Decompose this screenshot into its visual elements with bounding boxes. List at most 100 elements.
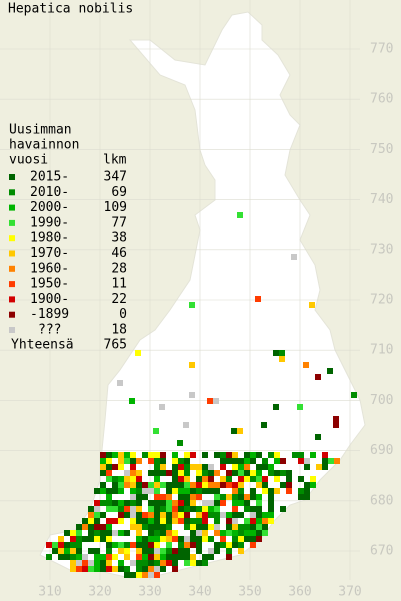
- observation: [154, 488, 160, 494]
- grid-label: 680: [370, 493, 393, 508]
- observation: [76, 554, 82, 560]
- observation: [238, 458, 244, 464]
- legend-swatch: [9, 250, 15, 257]
- observation: [196, 470, 202, 476]
- observation: [124, 470, 130, 476]
- observation: [100, 458, 106, 464]
- legend-label: -1899: [30, 307, 69, 322]
- observation: [280, 482, 286, 488]
- observation: [304, 458, 310, 464]
- observation: [184, 536, 190, 542]
- observation: [106, 458, 112, 464]
- observation: [304, 482, 310, 488]
- observation: [106, 470, 112, 476]
- observation: [106, 464, 112, 470]
- observation: [250, 512, 256, 518]
- observation: [178, 500, 184, 506]
- observation: [214, 548, 220, 554]
- observation: [268, 494, 274, 500]
- observation: [208, 524, 214, 530]
- observation: [172, 566, 178, 572]
- observation: [178, 458, 184, 464]
- observation: [226, 482, 232, 488]
- observation: [118, 500, 124, 506]
- observation: [172, 554, 178, 560]
- observation: [124, 542, 130, 548]
- observation: [118, 488, 124, 494]
- grid-label: 360: [288, 585, 311, 600]
- observation: [136, 470, 142, 476]
- legend-count: 46: [111, 246, 127, 261]
- observation: [148, 506, 154, 512]
- observation: [154, 542, 160, 548]
- observation: [106, 476, 112, 482]
- observation: [100, 452, 106, 458]
- observation: [250, 476, 256, 482]
- grid-label: 720: [370, 293, 393, 308]
- observation: [207, 398, 213, 404]
- observation: [166, 548, 172, 554]
- observation: [208, 548, 214, 554]
- observation: [82, 518, 88, 524]
- observation: [148, 542, 154, 548]
- observation: [118, 548, 124, 554]
- observation: [159, 404, 165, 410]
- observation: [142, 542, 148, 548]
- observation: [106, 506, 112, 512]
- legend-heading: Uusimman: [9, 123, 72, 138]
- observation: [214, 488, 220, 494]
- observation: [106, 452, 112, 458]
- observation: [273, 350, 279, 356]
- observation: [88, 560, 94, 566]
- observation: [189, 302, 195, 308]
- grid-label: 330: [138, 585, 161, 600]
- observation: [112, 476, 118, 482]
- observation: [250, 488, 256, 494]
- observation: [190, 494, 196, 500]
- observation: [142, 572, 148, 578]
- observation: [226, 452, 232, 458]
- observation: [196, 482, 202, 488]
- observations: [46, 212, 357, 578]
- observation: [189, 392, 195, 398]
- observation: [244, 464, 250, 470]
- observation: [142, 488, 148, 494]
- observation: [202, 518, 208, 524]
- observation: [322, 464, 328, 470]
- observation: [232, 494, 238, 500]
- observation: [208, 482, 214, 488]
- observation: [100, 464, 106, 470]
- observation: [160, 518, 166, 524]
- observation: [268, 488, 274, 494]
- observation: [124, 572, 130, 578]
- observation: [112, 518, 118, 524]
- observation: [112, 488, 118, 494]
- observation: [136, 500, 142, 506]
- legend-swatch: [9, 235, 15, 242]
- observation: [94, 560, 100, 566]
- observation: [136, 506, 142, 512]
- observation: [232, 452, 238, 458]
- observation: [183, 422, 189, 428]
- observation: [154, 566, 160, 572]
- observation: [310, 452, 316, 458]
- observation: [250, 542, 256, 548]
- legend-count: 69: [111, 185, 127, 200]
- observation: [226, 548, 232, 554]
- observation: [136, 554, 142, 560]
- observation: [118, 452, 124, 458]
- observation: [130, 488, 136, 494]
- grid-label: 340: [188, 585, 211, 600]
- observation: [196, 488, 202, 494]
- observation: [220, 530, 226, 536]
- observation: [142, 494, 148, 500]
- observation: [142, 482, 148, 488]
- observation: [214, 452, 220, 458]
- observation: [268, 512, 274, 518]
- observation: [130, 470, 136, 476]
- observation: [184, 476, 190, 482]
- observation: [232, 500, 238, 506]
- grid-label: 370: [338, 585, 361, 600]
- observation: [208, 536, 214, 542]
- observation: [118, 512, 124, 518]
